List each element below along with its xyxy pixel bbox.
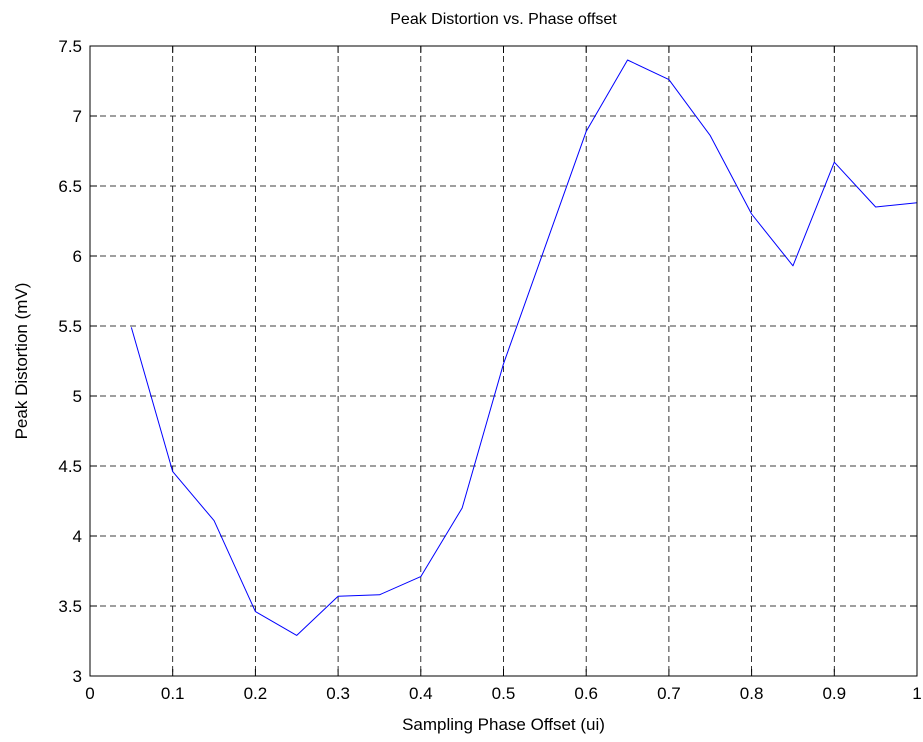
- x-tick-label: 0.5: [492, 684, 516, 703]
- x-tick-label: 1: [912, 684, 921, 703]
- y-tick-label: 4.5: [58, 457, 82, 476]
- series-layer: [130, 59, 918, 636]
- y-tick-label: 3.5: [58, 597, 82, 616]
- y-tick-label: 3: [73, 667, 82, 686]
- y-tick-labels: 3 3.5 4 4.5 5 5.5 6 6.5 7 7.5: [58, 37, 82, 686]
- x-tick-label: 0.6: [574, 684, 598, 703]
- chart-title: Peak Distortion vs. Phase offset: [390, 11, 617, 28]
- grid: [90, 46, 917, 676]
- y-tick-label: 5.5: [58, 317, 82, 336]
- y-tick-label: 4: [73, 527, 82, 546]
- series-line: [130, 59, 918, 636]
- x-tick-label: 0.2: [244, 684, 268, 703]
- y-tick-label: 7.5: [58, 37, 82, 56]
- y-axis-title: Peak Distortion (mV): [12, 283, 31, 440]
- x-tick-label: 0: [85, 684, 94, 703]
- y-tick-label: 6.5: [58, 177, 82, 196]
- x-tick-label: 0.7: [657, 684, 681, 703]
- x-tick-label: 0.3: [326, 684, 350, 703]
- x-tick-labels: 0 0.1 0.2 0.3 0.4 0.5 0.6 0.7 0.8 0.9 1: [85, 684, 921, 703]
- y-tick-label: 5: [73, 387, 82, 406]
- x-axis-title: Sampling Phase Offset (ui): [402, 715, 605, 734]
- y-tick-label: 7: [73, 107, 82, 126]
- x-tick-label: 0.4: [409, 684, 433, 703]
- x-tick-label: 0.8: [740, 684, 764, 703]
- plot-frame: [89, 45, 918, 677]
- x-tick-label: 0.1: [161, 684, 185, 703]
- x-tick-label: 0.9: [822, 684, 846, 703]
- y-tick-label: 6: [73, 247, 82, 266]
